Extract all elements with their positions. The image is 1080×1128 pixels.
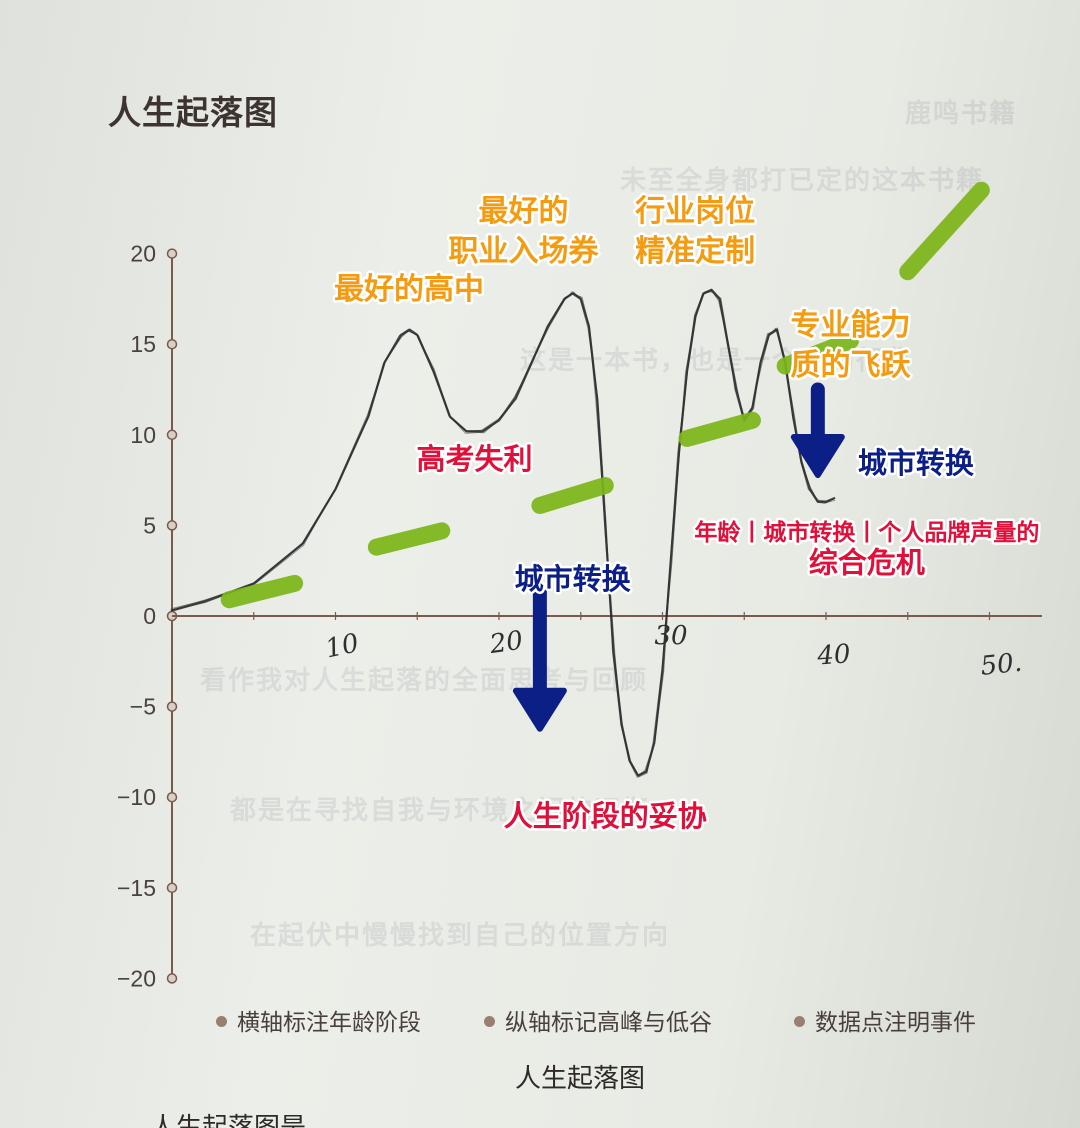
x-tick-label: 30 — [655, 621, 688, 651]
bleed-through-text: 都是在寻找自我与环境之间的平衡 — [230, 796, 651, 826]
legend-item: 数据点注明事件 — [794, 1003, 976, 1037]
green-marker-stroke — [220, 574, 304, 609]
y-tick-dot — [166, 520, 178, 531]
x-tick-label: 20 — [487, 626, 525, 660]
down-arrow-icon — [512, 687, 567, 732]
bleed-through-text: 鹿鸣书籍 — [905, 99, 1018, 129]
y-tick-label: −20 — [117, 965, 156, 991]
annotation-label: 职业入场券 — [449, 234, 600, 269]
down-arrow-icon — [790, 434, 845, 479]
bleed-through-text: 未至全身都打已定的这本书籍 — [620, 166, 985, 196]
y-tick-label: 5 — [143, 512, 156, 538]
x-axis: 10 20 30 40 50. — [172, 612, 1042, 682]
arrows — [512, 382, 845, 732]
bleed-through-text: 看作我对人生起落的全面思考与回顾 — [200, 666, 649, 696]
page-title: 人生起落图 — [108, 93, 278, 132]
annotation-label: 城市转换 — [858, 446, 975, 480]
green-marker-stroke — [899, 181, 990, 281]
legend-label: 横轴标注年龄阶段 — [237, 1010, 421, 1036]
green-marker-stroke — [531, 477, 614, 514]
green-marker-stroke — [367, 522, 451, 556]
body-text-cutoff: 人生起落图是 — [150, 1113, 307, 1128]
annotation-label: 高考失利 — [416, 442, 532, 476]
annotation-label: 最好的高中 — [334, 272, 484, 307]
green-marker-stroke — [776, 332, 860, 375]
annotation-label: 城市转换 — [515, 562, 632, 596]
green-marker-stroke — [678, 411, 761, 447]
y-tick-label: −15 — [117, 875, 156, 901]
legend-item: 横轴标注年龄阶段 — [216, 1003, 421, 1037]
y-axis: 20 15 10 5 0 −5 −10 −15 −20 — [117, 241, 178, 991]
y-tick-dot — [166, 248, 178, 259]
annotation-label: 精准定制 — [635, 234, 755, 269]
y-tick-label: 15 — [130, 331, 156, 357]
y-tick-dot — [166, 701, 178, 712]
y-tick-dot — [166, 429, 178, 441]
x-tick-label: 10 — [323, 628, 362, 664]
y-tick-dot — [166, 973, 178, 984]
legend-label: 数据点注明事件 — [815, 1010, 976, 1036]
y-tick-label: 10 — [130, 422, 156, 448]
bullet-icon — [794, 1016, 805, 1027]
legend-item: 纵轴标记高峰与低谷 — [484, 1003, 712, 1037]
y-tick-dot — [166, 791, 178, 803]
figure-caption: 人生起落图 — [514, 1064, 645, 1094]
annotation-label: 最好的 — [479, 194, 569, 229]
annotation-label: 质的飞跃 — [791, 348, 912, 383]
bleed-through-text: 在起伏中慢慢找到自己的位置方向 — [250, 921, 671, 951]
trend-markers — [220, 181, 990, 609]
y-tick-dot — [166, 882, 178, 894]
annotation-label: 行业岗位 — [634, 194, 755, 229]
curve-stroke — [170, 289, 834, 778]
y-tick-label: −10 — [117, 784, 156, 810]
y-tick-label: 0 — [143, 603, 156, 629]
curve-stroke — [171, 291, 836, 778]
x-tick-label: 40 — [815, 639, 851, 671]
y-tick-label: −5 — [130, 694, 156, 720]
y-tick-label: 20 — [130, 241, 156, 267]
annotation-label: 综合危机 — [809, 546, 925, 580]
annotation-label: 专业能力 — [791, 308, 911, 343]
bullet-icon — [216, 1016, 227, 1027]
y-tick-dot — [166, 338, 178, 350]
annotations: 最好的高中 最好的职业入场券行业岗位精准定制专业能力质的飞跃高考失利人生阶段的妥协… — [332, 191, 1042, 835]
annotation-label: 人生阶段的妥协 — [504, 799, 707, 833]
life-curve — [170, 288, 836, 778]
legend-label: 纵轴标记高峰与低谷 — [505, 1010, 712, 1036]
x-tick-label: 50. — [979, 648, 1023, 682]
annotation-label: 年龄丨城市转换丨个人品牌声量的 — [694, 519, 1039, 546]
legend: 横轴标注年龄阶段 纵轴标记高峰与低谷 数据点注明事件 — [216, 1003, 1056, 1043]
bullet-icon — [484, 1016, 495, 1027]
